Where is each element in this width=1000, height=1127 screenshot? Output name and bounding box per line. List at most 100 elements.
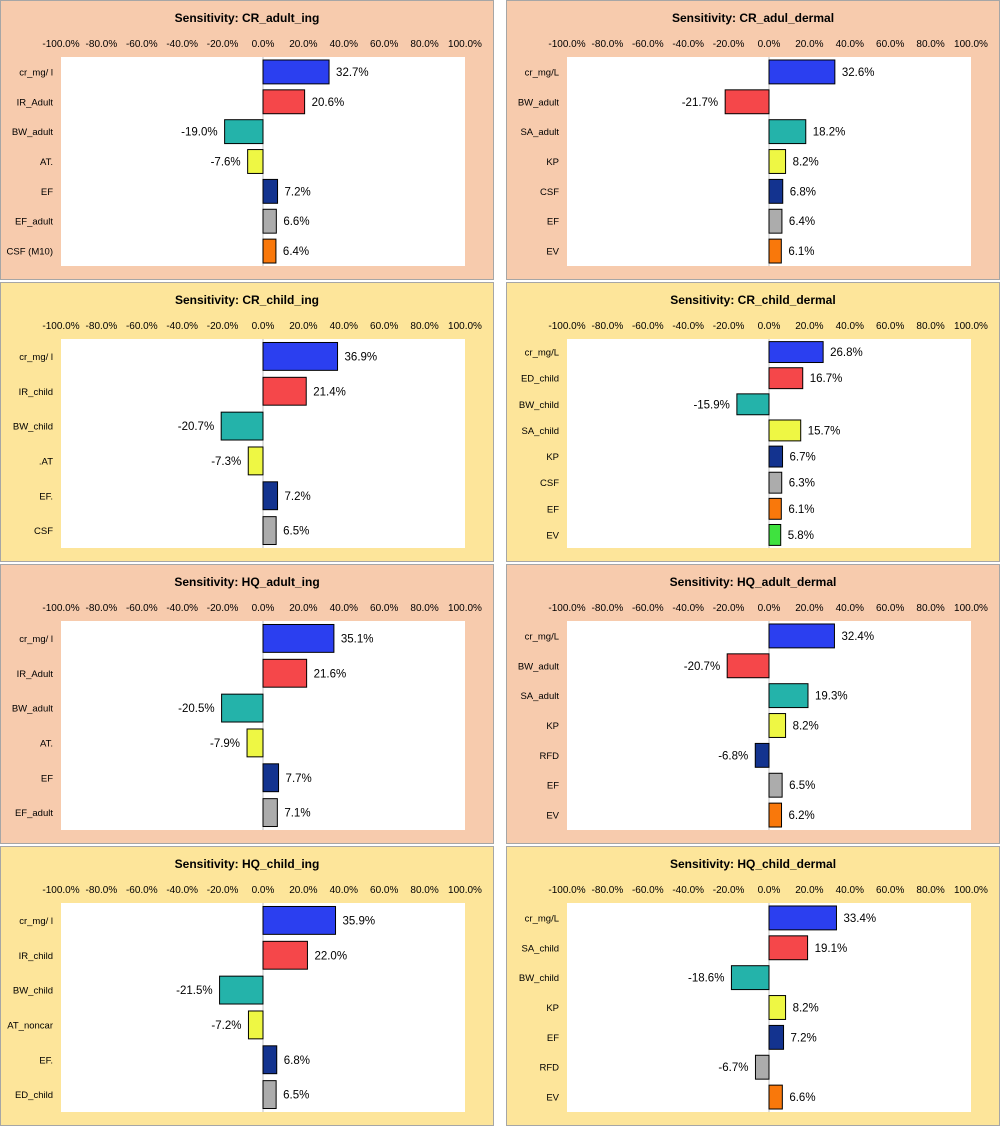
data-label: -21.7% <box>682 97 718 109</box>
category-label: AT. <box>40 738 53 749</box>
data-label: -20.7% <box>178 421 214 433</box>
x-tick-label: 100.0% <box>448 321 482 332</box>
x-tick-label: 80.0% <box>410 885 438 896</box>
sensitivity-bar <box>262 516 277 546</box>
category-label: IR_child <box>19 387 53 398</box>
x-tick-label: -20.0% <box>713 39 745 50</box>
data-label: 6.1% <box>788 504 814 516</box>
x-tick-label: 80.0% <box>916 885 944 896</box>
x-tick-label: -80.0% <box>592 321 624 332</box>
category-label: EF <box>41 187 53 198</box>
category-label: EF. <box>39 491 53 502</box>
data-label: -7.9% <box>210 738 240 750</box>
sensitivity-bar <box>768 1084 783 1110</box>
data-label: 7.7% <box>286 773 312 785</box>
chart-title: Sensitivity: CR_adul_dermal <box>672 11 834 25</box>
x-tick-label: -60.0% <box>632 885 664 896</box>
sensitivity-bar <box>768 497 782 520</box>
sensitivity-chart-panel: Sensitivity: CR_adul_dermal -100.0% -80.0%… <box>506 0 1000 280</box>
x-tick-label: -60.0% <box>632 39 664 50</box>
sensitivity-bar <box>768 471 783 494</box>
sensitivity-bar <box>262 658 308 688</box>
sensitivity-bar <box>262 89 306 115</box>
data-label: 16.7% <box>810 373 843 385</box>
x-tick-label: -20.0% <box>207 603 239 614</box>
x-tick-label: 20.0% <box>289 603 317 614</box>
sensitivity-bar <box>262 623 335 653</box>
category-label: KP <box>546 721 559 732</box>
x-tick-label: 60.0% <box>876 321 904 332</box>
x-tick-label: 80.0% <box>410 39 438 50</box>
data-label: 15.7% <box>808 425 841 437</box>
x-tick-label: -40.0% <box>672 321 704 332</box>
x-tick-label: 60.0% <box>370 321 398 332</box>
x-tick-label: 20.0% <box>795 885 823 896</box>
x-tick-label: -60.0% <box>632 321 664 332</box>
x-tick-label: -60.0% <box>126 39 158 50</box>
data-label: 6.8% <box>284 1055 310 1067</box>
x-tick-label: 100.0% <box>448 39 482 50</box>
x-tick-label: 60.0% <box>876 603 904 614</box>
x-tick-label: 100.0% <box>448 603 482 614</box>
data-label: 19.3% <box>815 691 848 703</box>
category-label: CSF <box>34 526 53 537</box>
data-label: 6.5% <box>283 526 309 538</box>
sensitivity-bar <box>262 238 277 264</box>
data-label: -7.6% <box>211 157 241 169</box>
chart-title: Sensitivity: CR_child_ing <box>175 293 319 307</box>
x-tick-label: -80.0% <box>86 603 118 614</box>
category-label: ED_child <box>15 1090 53 1101</box>
x-tick-label: 80.0% <box>916 321 944 332</box>
sensitivity-bar <box>768 341 824 364</box>
x-tick-label: -60.0% <box>126 885 158 896</box>
sensitivity-bar <box>768 623 835 649</box>
data-label: 36.9% <box>345 351 378 363</box>
x-tick-label: -80.0% <box>86 321 118 332</box>
x-tick-label: 100.0% <box>954 603 988 614</box>
sensitivity-bar <box>262 481 279 511</box>
category-label: cr_mg/ l <box>19 352 53 363</box>
sensitivity-bar <box>754 742 770 768</box>
chart-svg: Sensitivity: CR_child_ing -100.0% -80.0% -6… <box>13 293 482 548</box>
sensitivity-bar <box>262 1045 278 1075</box>
x-tick-label: 0.0% <box>758 321 781 332</box>
data-label: 6.8% <box>790 186 816 198</box>
sensitivity-bar <box>754 1054 770 1080</box>
data-label: 7.2% <box>791 1032 817 1044</box>
data-label: -15.9% <box>693 399 729 411</box>
sensitivity-bar <box>768 149 787 174</box>
sensitivity-bar <box>768 713 787 738</box>
x-tick-label: 40.0% <box>330 39 358 50</box>
x-tick-label: -20.0% <box>207 885 239 896</box>
x-tick-label: -40.0% <box>166 39 198 50</box>
sensitivity-bar <box>247 149 264 174</box>
x-tick-label: 20.0% <box>795 321 823 332</box>
category-label: BW_adult <box>518 97 560 108</box>
data-label: 32.4% <box>841 631 874 643</box>
category-label: cr_mg/L <box>525 348 559 359</box>
sensitivity-bar <box>262 798 278 828</box>
category-label: RFD <box>539 1063 559 1074</box>
category-label: .AT <box>39 456 53 467</box>
data-label: 35.9% <box>343 915 376 927</box>
category-label: cr_mg/L <box>525 67 559 78</box>
data-label: 6.2% <box>789 810 815 822</box>
x-tick-label: 0.0% <box>252 321 275 332</box>
category-label: EF <box>547 781 559 792</box>
x-tick-label: 100.0% <box>954 321 988 332</box>
sensitivity-bar <box>262 940 308 970</box>
x-tick-label: -80.0% <box>86 885 118 896</box>
data-label: -7.3% <box>211 456 241 468</box>
x-tick-label: -100.0% <box>548 603 585 614</box>
data-label: -6.7% <box>718 1062 748 1074</box>
x-tick-label: 80.0% <box>410 321 438 332</box>
sensitivity-bar <box>262 178 279 204</box>
data-label: 22.0% <box>314 950 347 962</box>
chart-title: Sensitivity: HQ_child_ing <box>175 857 320 871</box>
category-label: BW_adult <box>12 127 54 138</box>
chart-svg: Sensitivity: CR_adult_ing -100.0% -80.0% -6… <box>7 11 482 266</box>
data-label: 6.4% <box>283 246 309 258</box>
data-label: 32.7% <box>336 67 369 79</box>
data-label: 6.3% <box>789 478 815 490</box>
category-label: EV <box>546 1093 559 1104</box>
